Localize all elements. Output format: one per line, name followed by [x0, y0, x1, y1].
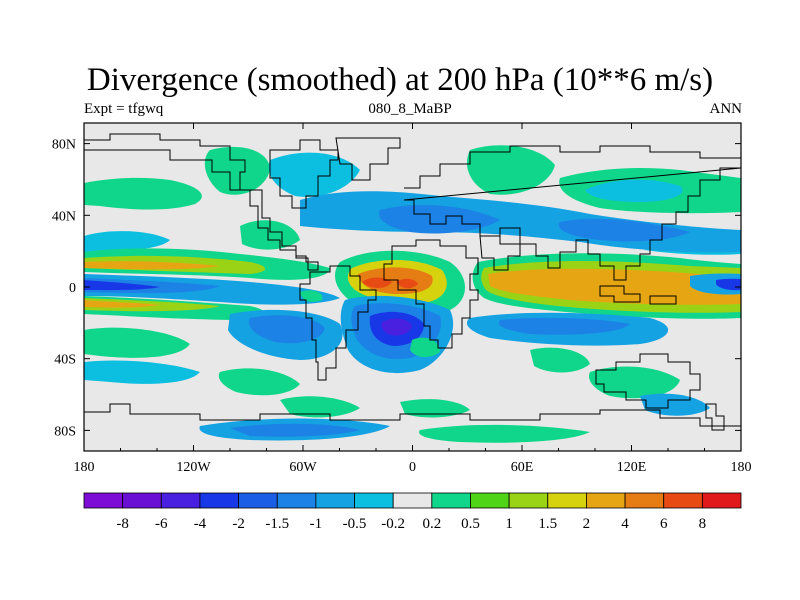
contour-region	[488, 268, 741, 305]
colorbar-swatch	[122, 492, 162, 509]
lon-tick-label: 120W	[176, 460, 211, 475]
colorbar-swatch	[470, 492, 510, 509]
colorbar-swatch	[354, 492, 394, 509]
colorbar-swatch	[663, 492, 703, 509]
colorbar-label: 6	[660, 516, 668, 532]
colorbar-swatch	[83, 492, 124, 509]
contour-region	[84, 360, 200, 384]
lat-tick-label: 80N	[52, 138, 76, 153]
lat-tick-label: 80S	[54, 424, 76, 439]
colorbar-label: 0.2	[422, 516, 441, 532]
contour-region	[716, 278, 741, 291]
contour-region	[466, 145, 555, 195]
contour-region	[84, 280, 160, 291]
lon-tick-label: 60E	[511, 460, 534, 475]
antarctica-outline	[84, 403, 741, 427]
arabia-outline	[479, 235, 521, 271]
contour-region	[300, 290, 323, 302]
lat-tick-label: 0	[69, 281, 76, 296]
contour-region	[84, 327, 190, 358]
colorbar-label: -1	[310, 516, 323, 532]
north-america-outline	[84, 133, 319, 271]
africa-outline	[383, 239, 479, 349]
lon-tick-label: 0	[409, 460, 416, 475]
colorbar-label: 4	[621, 516, 629, 532]
lat-tick-label: 40N	[52, 209, 76, 224]
colorbar-label: -1.5	[265, 516, 289, 532]
colorbar-label: 0.5	[461, 516, 480, 532]
contour-region	[268, 152, 360, 197]
maritime-continent-outline	[599, 285, 677, 305]
lon-tick-label: 120E	[617, 460, 647, 475]
contour-region	[400, 399, 470, 418]
colorbar-swatch	[392, 492, 433, 509]
contour-region	[419, 424, 590, 443]
contour-region	[248, 315, 325, 344]
contour-region	[498, 317, 630, 335]
contour-region	[379, 205, 500, 234]
contour-fields	[84, 145, 741, 443]
colorbar-label: -8	[116, 516, 129, 532]
canada-arctic-outline	[269, 139, 339, 209]
colorbar-label: -6	[155, 516, 168, 532]
colorbar-label: 1.5	[538, 516, 557, 532]
contour-region	[410, 337, 440, 358]
colorbar-label: -2	[232, 516, 245, 532]
colorbar-swatch	[431, 492, 471, 509]
colorbar-swatch	[199, 492, 239, 509]
contour-region	[588, 366, 680, 399]
colorbar-swatch	[586, 492, 626, 509]
contour-region	[530, 347, 590, 373]
lat-tick-label: 40S	[54, 353, 76, 368]
new-zealand-outline	[705, 403, 725, 431]
contour-region	[84, 177, 202, 210]
colorbar-swatch	[238, 492, 278, 509]
contour-region	[84, 261, 220, 270]
colorbar-swatch	[276, 492, 317, 509]
continent-outlines	[84, 133, 741, 431]
lon-tick-label: 180	[731, 460, 752, 475]
contour-region	[84, 300, 160, 308]
colorbar-label: 1	[505, 516, 513, 532]
map-title: Divergence (smoothed) at 200 hPa (10**6 …	[86, 62, 714, 98]
contour-region	[280, 396, 360, 418]
australia-outline	[595, 353, 701, 409]
experiment-label: Expt = tfgwq	[84, 101, 164, 117]
colorbar-swatch	[508, 492, 549, 509]
colorbar-swatch	[624, 492, 665, 509]
contour-region	[558, 218, 690, 242]
axis-ticks: 180 120W 60W 0 60E 120E 180 80N 40N 0 40S 80S	[52, 123, 752, 475]
contour-region	[585, 179, 683, 202]
case-label: 080_8_MaBP	[368, 101, 452, 117]
contour-region	[218, 368, 300, 396]
colorbar-swatch	[315, 492, 355, 509]
lon-tick-label: 180	[74, 460, 95, 475]
contour-region	[84, 231, 170, 252]
colorbar-label: -0.2	[381, 516, 405, 532]
greenland-outline	[335, 137, 401, 181]
contour-region	[381, 318, 412, 336]
colorbar-label: 2	[583, 516, 591, 532]
eurasia-outline	[403, 145, 741, 281]
colorbar-label: -4	[194, 516, 207, 532]
contour-region	[396, 278, 418, 289]
colorbar-label: -0.5	[343, 516, 367, 532]
colorbar: -8 -6 -4 -2 -1.5 -1 -0.5 -0.2 0.2 0.5 1 1.5 2 4 6 8	[83, 492, 742, 532]
south-america-outline	[299, 265, 377, 381]
season-label: ANN	[709, 101, 743, 117]
colorbar-swatch	[701, 492, 742, 509]
contour-region	[204, 146, 270, 195]
contour-region	[230, 423, 360, 437]
contour-region	[240, 220, 300, 250]
colorbar-swatch	[547, 492, 587, 509]
colorbar-swatch	[160, 492, 201, 509]
lon-tick-label: 60W	[289, 460, 317, 475]
colorbar-label: 8	[699, 516, 707, 532]
